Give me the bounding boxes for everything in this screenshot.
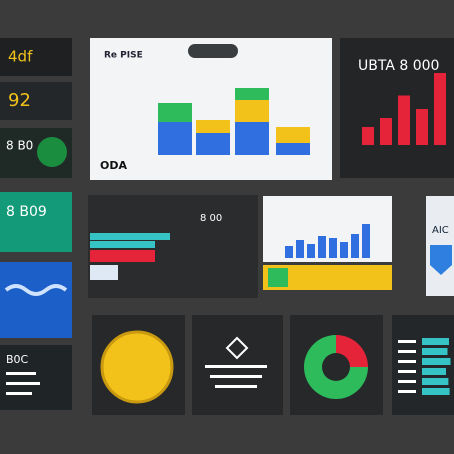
bar <box>340 242 348 258</box>
tile <box>0 82 72 120</box>
panel-title: Re PISE <box>104 51 143 61</box>
bar <box>90 241 155 248</box>
bar <box>296 240 304 258</box>
bar <box>434 73 446 145</box>
bar-segment <box>196 133 230 155</box>
bar <box>307 244 315 258</box>
chart-panel <box>263 196 392 262</box>
bar-segment <box>235 100 269 122</box>
list <box>6 372 40 395</box>
bar-segment <box>158 103 192 122</box>
bar <box>422 348 448 355</box>
bar <box>422 358 451 365</box>
shield <box>430 245 452 275</box>
bar-segment <box>235 88 269 100</box>
tile <box>0 345 72 410</box>
bar <box>318 236 326 258</box>
panel-badge: ODA <box>100 159 127 172</box>
strip-icon <box>268 268 288 287</box>
bar <box>398 95 410 145</box>
bar-segment <box>276 127 310 143</box>
list-line <box>398 350 416 353</box>
diamond <box>225 336 249 360</box>
lines <box>205 365 267 388</box>
panel-title: UBTA 8 000 <box>358 58 439 74</box>
bar <box>422 368 446 375</box>
bar <box>351 234 359 258</box>
bar <box>90 250 155 262</box>
bar <box>380 118 392 145</box>
bar-segment <box>158 122 192 155</box>
tile <box>0 38 72 76</box>
tile-text: 8 B0 <box>6 139 33 153</box>
tile <box>0 262 72 338</box>
list-line <box>398 370 416 373</box>
list-line <box>398 390 416 393</box>
bar <box>422 378 449 385</box>
bar <box>422 388 450 395</box>
bar <box>416 109 428 145</box>
bar <box>90 265 118 280</box>
coin <box>100 330 174 404</box>
list-line <box>398 360 416 363</box>
bar <box>362 127 374 145</box>
bar <box>329 238 337 258</box>
status-circle <box>37 137 67 167</box>
tile-text: 8 B09 <box>6 204 47 220</box>
list-line <box>398 340 416 343</box>
tile <box>0 192 72 252</box>
wave <box>4 284 68 296</box>
bar <box>285 246 293 258</box>
tile-text: 92 <box>8 90 31 111</box>
bar <box>422 338 449 345</box>
bar <box>90 233 170 240</box>
pill <box>188 44 238 58</box>
bar-segment <box>235 122 269 155</box>
bar <box>362 224 370 258</box>
side-text: AIC <box>432 225 449 236</box>
list-line <box>398 380 416 383</box>
tile-text: 4df <box>8 48 33 66</box>
chart-panel <box>90 38 332 180</box>
tile-text: B0C <box>6 353 29 366</box>
donut-hole <box>322 353 350 381</box>
panel-label: 8 00 <box>200 213 222 224</box>
bar-segment <box>196 120 230 133</box>
bar-segment <box>276 143 310 155</box>
